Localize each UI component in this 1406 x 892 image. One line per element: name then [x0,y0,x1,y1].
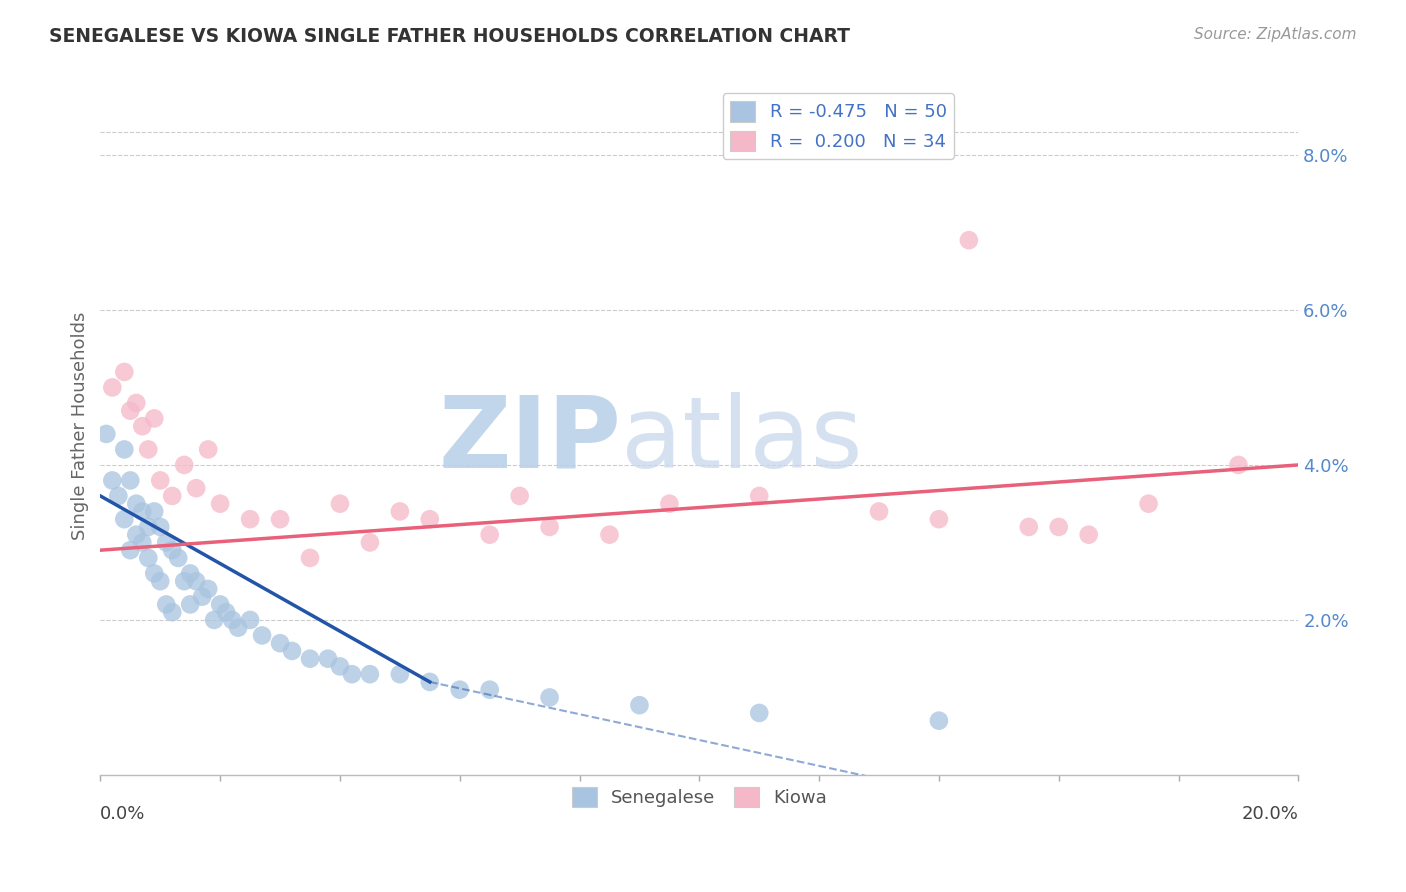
Point [449,682,471,697]
Point [131,535,153,549]
Point [239,613,262,627]
Point [101,380,124,394]
Point [186,574,208,589]
Point [221,613,243,627]
Point [160,543,183,558]
Point [197,582,219,596]
Point [149,520,172,534]
Point [281,644,304,658]
Point [388,667,411,681]
Point [298,550,321,565]
Point [359,535,381,549]
Point [107,489,129,503]
Point [96,426,118,441]
Point [125,396,148,410]
Point [748,706,770,720]
Point [143,504,166,518]
Point [478,527,501,541]
Point [269,512,291,526]
Point [155,598,177,612]
Point [748,489,770,503]
Point [269,636,291,650]
Point [186,481,208,495]
Point [160,605,183,619]
Point [478,682,501,697]
Point [359,667,381,681]
Point [226,621,249,635]
Point [1018,520,1040,534]
Point [215,605,238,619]
Point [120,474,142,488]
Point [509,489,531,503]
Text: 0.0%: 0.0% [100,805,146,823]
Text: 20.0%: 20.0% [1241,805,1298,823]
Point [1077,527,1099,541]
Point [1137,497,1160,511]
Point [1047,520,1070,534]
Point [197,442,219,457]
Point [155,535,177,549]
Text: ZIP: ZIP [439,392,621,489]
Point [538,690,561,705]
Point [191,590,214,604]
Point [136,442,159,457]
Point [136,550,159,565]
Point [112,365,135,379]
Point [125,527,148,541]
Point [628,698,651,713]
Legend: Senegalese, Kiowa: Senegalese, Kiowa [564,780,834,814]
Point [329,497,352,511]
Point [149,574,172,589]
Point [250,628,273,642]
Point [125,497,148,511]
Point [120,543,142,558]
Point [131,504,153,518]
Point [928,512,950,526]
Point [149,474,172,488]
Point [173,574,195,589]
Point [598,527,620,541]
Point [329,659,352,673]
Point [202,613,225,627]
Point [143,566,166,581]
Point [957,233,980,247]
Point [112,512,135,526]
Point [538,520,561,534]
Point [209,497,232,511]
Point [167,550,190,565]
Point [179,598,201,612]
Point [160,489,183,503]
Y-axis label: Single Father Households: Single Father Households [72,312,89,541]
Point [143,411,166,425]
Point [298,651,321,665]
Point [112,442,135,457]
Point [209,598,232,612]
Point [120,403,142,417]
Text: atlas: atlas [621,392,863,489]
Point [131,419,153,434]
Point [239,512,262,526]
Point [658,497,681,511]
Text: SENEGALESE VS KIOWA SINGLE FATHER HOUSEHOLDS CORRELATION CHART: SENEGALESE VS KIOWA SINGLE FATHER HOUSEH… [49,27,851,45]
Point [340,667,363,681]
Point [101,474,124,488]
Point [419,512,441,526]
Point [868,504,890,518]
Point [419,674,441,689]
Point [136,520,159,534]
Text: Source: ZipAtlas.com: Source: ZipAtlas.com [1194,27,1357,42]
Point [928,714,950,728]
Point [179,566,201,581]
Point [173,458,195,472]
Point [1227,458,1250,472]
Point [316,651,339,665]
Point [388,504,411,518]
